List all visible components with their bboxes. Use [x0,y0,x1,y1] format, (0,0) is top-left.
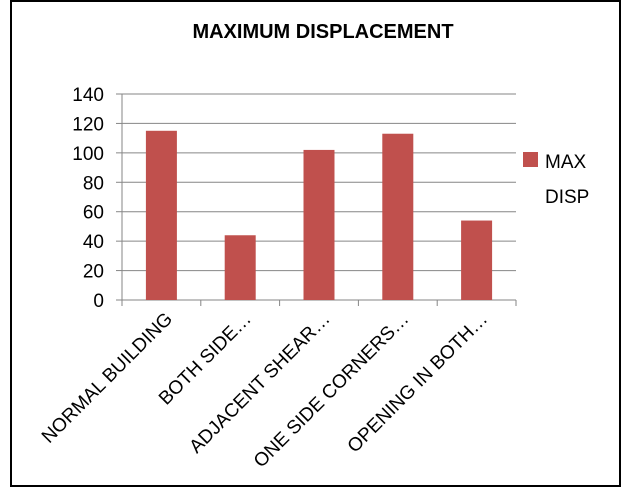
y-tick-label: 140 [72,85,104,106]
y-tick-label: 120 [72,114,104,135]
bar [145,130,177,300]
y-tick-label: 80 [83,173,104,194]
bar [461,220,493,300]
x-tick-label: NORMAL BUILDING [38,309,177,448]
legend-label-line2: DISP [545,187,589,208]
bar [382,133,414,300]
x-tick-label: ONE SIDE CORNERS… [250,309,413,472]
chart-title: MAXIMUM DISPLACEMENT [192,21,453,43]
y-tick-label: 40 [83,232,104,253]
bar-series [145,130,493,300]
x-tick-label: ADJACENT SHEAR… [186,309,335,458]
y-tick-label: 20 [83,262,104,283]
legend: MAX DISP [523,152,589,208]
y-tick-label: 60 [83,203,104,224]
bar [303,149,335,300]
y-axis-ticks: 0 20 40 60 80 100 120 140 [72,85,104,312]
legend-label-line1: MAX [545,152,587,173]
y-tick-label: 100 [72,144,104,165]
legend-swatch [523,152,538,167]
bar [224,235,256,300]
y-tick-label: 0 [93,291,104,312]
x-tick-label: OPENING IN BOTH… [344,309,492,457]
